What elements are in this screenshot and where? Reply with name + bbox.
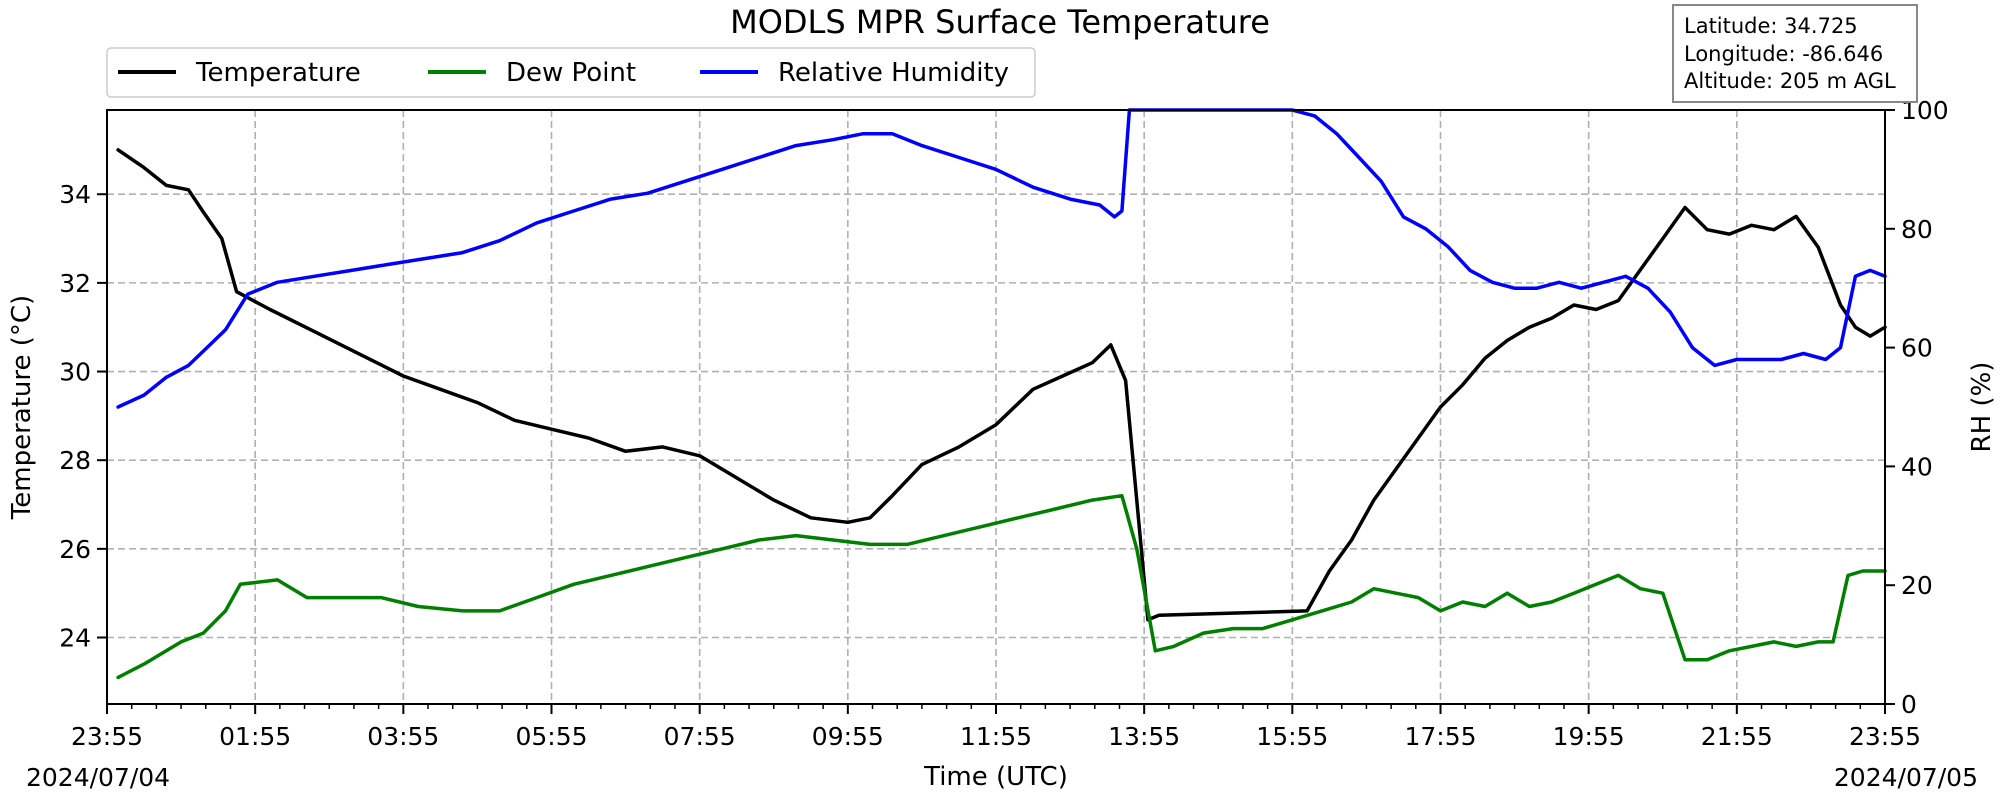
- x-tick-label: 23:55: [1849, 722, 1921, 751]
- x-tick-label: 05:55: [515, 722, 587, 751]
- legend-frame: [106, 47, 1036, 98]
- legend-label-dew-point: Dew Point: [506, 58, 636, 88]
- x-axis-label: Time (UTC): [923, 762, 1068, 792]
- x-tick-label: 23:55: [71, 722, 143, 751]
- y-tick-label: 32: [59, 269, 91, 298]
- x-tick-label: 09:55: [812, 722, 884, 751]
- start-date-label: 2024/07/04: [26, 763, 170, 792]
- x-tick-label: 15:55: [1256, 722, 1328, 751]
- legend: Temperature Dew Point Relative Humidity: [106, 47, 1036, 98]
- y2-tick-label: 40: [1901, 452, 1933, 481]
- y2-axis-label: RH (%): [1967, 362, 1997, 453]
- end-date-label: 2024/07/05: [1834, 763, 1978, 792]
- y-tick-label: 26: [59, 535, 91, 564]
- y2-tick-label: 0: [1901, 690, 1917, 719]
- x-tick-label: 01:55: [219, 722, 291, 751]
- y-axis-label: Temperature (°C): [7, 295, 37, 520]
- y2-tick-label: 60: [1901, 334, 1933, 363]
- x-tick-label: 17:55: [1404, 722, 1476, 751]
- x-tick-label: 21:55: [1701, 722, 1773, 751]
- y2-tick-label: 20: [1901, 571, 1933, 600]
- station-info-box: Latitude: 34.725 Longitude: -86.646 Alti…: [1672, 4, 1918, 103]
- y-tick-label: 30: [59, 358, 91, 387]
- y-tick-label: 34: [59, 180, 91, 209]
- info-altitude: Altitude: 205 m AGL: [1684, 69, 1896, 93]
- x-tick-label: 19:55: [1553, 722, 1625, 751]
- info-latitude: Latitude: 34.725: [1684, 14, 1858, 38]
- y-tick-label: 24: [59, 624, 91, 653]
- y2-tick-label: 80: [1901, 215, 1933, 244]
- series-line-temperature: [116, 148, 1887, 622]
- y-tick-label: 28: [59, 446, 91, 475]
- chart-title: MODLS MPR Surface Temperature: [730, 3, 1270, 41]
- series-line-dew-point: [116, 493, 1887, 680]
- legend-label-relative-humidity: Relative Humidity: [778, 58, 1009, 88]
- x-tick-label: 07:55: [664, 722, 736, 751]
- x-tick-label: 13:55: [1108, 722, 1180, 751]
- info-box-frame: [1672, 4, 1918, 103]
- info-longitude: Longitude: -86.646: [1684, 42, 1883, 66]
- legend-label-temperature: Temperature: [195, 58, 361, 88]
- ticks-layer: 23:55 01:55 03:55 05:55 07:55 09:55 11:55 13:55…: [59, 96, 1949, 751]
- x-tick-label: 03:55: [367, 722, 439, 751]
- x-tick-label: 11:55: [960, 722, 1032, 751]
